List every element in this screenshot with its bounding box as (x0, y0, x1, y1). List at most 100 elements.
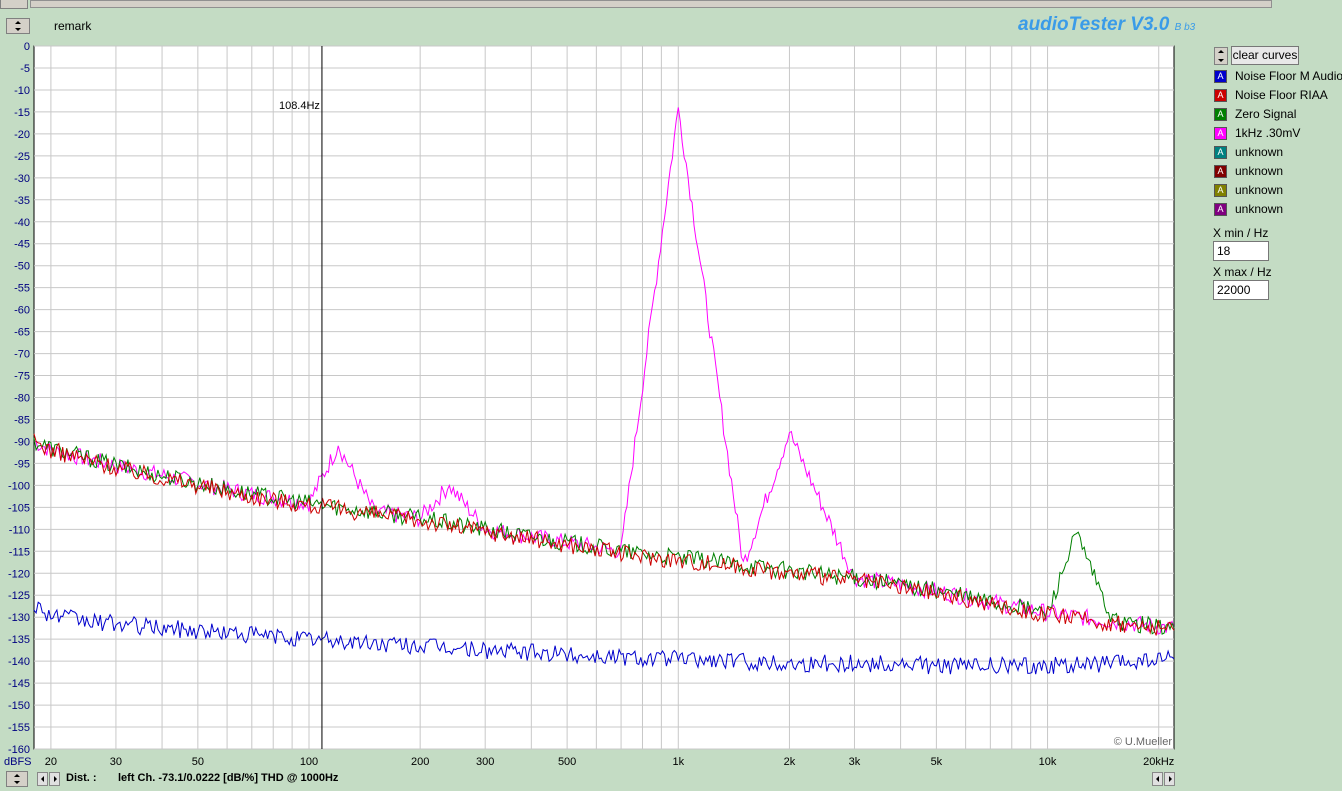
arrow-left-icon (41, 776, 44, 782)
y-tick-label: -155 (8, 722, 30, 734)
legend-swatch-icon[interactable]: A (1214, 108, 1227, 121)
clear-curves-button[interactable]: clear curves (1231, 46, 1299, 65)
y-tick-label: -125 (8, 590, 30, 602)
status-bar: Dist. : left Ch. -73.1/0.0222 [dB/%] THD… (0, 769, 1342, 791)
x-axis: 20 30 50 100 200 300 500 1k 2k 3k 5k 10k 20kHz (45, 756, 1175, 768)
x-tick-label: 20kHz (1143, 756, 1174, 768)
cursor-left-button[interactable] (1152, 772, 1163, 786)
legend-label: Noise Floor RIAA (1235, 88, 1328, 102)
y-tick-label: -55 (14, 283, 30, 295)
y-tick-label: -10 (14, 85, 30, 97)
dist-label: Dist. : (66, 772, 97, 784)
y-tick-label: -70 (14, 349, 30, 361)
curves-spinner[interactable] (1214, 47, 1228, 65)
legend-swatch-icon[interactable]: A (1214, 146, 1227, 159)
brand-title-text: audioTester V3.0 (1018, 14, 1170, 35)
x-tick-label: 100 (300, 756, 318, 768)
legend-label: unknown (1235, 164, 1284, 178)
status-spinner[interactable] (6, 771, 28, 787)
x-tick-label: 5k (931, 756, 943, 768)
x-tick-label: 3k (849, 756, 861, 768)
curves (33, 107, 1175, 675)
y-tick-label: -160 (8, 744, 30, 756)
y-tick-label: -65 (14, 327, 30, 339)
y-tick-label: -45 (14, 239, 30, 251)
y-tick-label: -20 (14, 129, 30, 141)
x-tick-label: 500 (558, 756, 576, 768)
legend-swatch-icon[interactable]: A (1214, 89, 1227, 102)
next-button[interactable] (49, 772, 60, 786)
brand-subtitle: B b3 (1174, 22, 1196, 33)
grid-lines (34, 45, 1174, 750)
prev-button[interactable] (37, 772, 48, 786)
y-tick-label: -60 (14, 305, 30, 317)
y-axis: 0 -5 -10 -15 -20 -25 -30 -35 -40 -45 -50 -55 -60 -65 -… (8, 41, 30, 756)
arrow-right-icon (54, 776, 57, 782)
xmin-label: X min / Hz (1213, 226, 1269, 240)
x-tick-label: 2k (784, 756, 796, 768)
x-tick-label: 10k (1039, 756, 1057, 768)
spin-down-icon[interactable] (14, 781, 20, 784)
legend-label: Noise Floor M Audio (1235, 69, 1342, 83)
series-line (33, 437, 1175, 635)
y-tick-label: -15 (14, 107, 30, 119)
y-tick-label: -5 (20, 63, 30, 75)
x-tick-label: 50 (192, 756, 204, 768)
y-tick-label: -80 (14, 393, 30, 405)
cursor-label: 108.4Hz (279, 100, 320, 112)
y-tick-label: -145 (8, 678, 30, 690)
status-text: left Ch. -73.1/0.0222 [dB/%] THD @ 1000H… (118, 772, 339, 784)
y-tick-label: -50 (14, 261, 30, 273)
spin-up-icon[interactable] (1218, 50, 1224, 53)
legend-swatch-icon[interactable]: A (1214, 70, 1227, 83)
y-tick-label: -100 (8, 480, 30, 492)
spin-up-icon[interactable] (14, 774, 20, 777)
top-scroll-track[interactable] (30, 0, 1272, 8)
spin-down-icon[interactable] (15, 28, 21, 31)
y-tick-label: -140 (8, 656, 30, 668)
remark-spinner[interactable] (6, 18, 30, 34)
legend-swatch-icon[interactable]: A (1214, 184, 1227, 197)
arrow-left-icon (1156, 776, 1159, 782)
xmax-input[interactable]: 22000 (1213, 280, 1269, 300)
xmin-input[interactable]: 18 (1213, 241, 1269, 261)
y-tick-label: -150 (8, 700, 30, 712)
series-line (33, 433, 1175, 636)
y-tick-label: -90 (14, 436, 30, 448)
top-scrollbar[interactable] (0, 0, 1342, 10)
brand-title: audioTester V3.0 B b3 (1018, 14, 1195, 36)
x-tick-label: 300 (476, 756, 494, 768)
legend-label: unknown (1235, 202, 1284, 216)
y-tick-label: 0 (24, 41, 30, 53)
legend-label: Zero Signal (1235, 107, 1297, 121)
top-scroll-button[interactable] (0, 0, 28, 9)
legend-label: 1kHz .30mV (1235, 126, 1301, 140)
y-tick-label: -30 (14, 173, 30, 185)
legend-label: unknown (1235, 145, 1284, 159)
cursor-right-button[interactable] (1164, 772, 1175, 786)
y-tick-label: -105 (8, 502, 30, 514)
y-tick-label: -110 (9, 524, 30, 536)
y-tick-label: -85 (14, 414, 30, 426)
xmax-label: X max / Hz (1213, 265, 1272, 279)
y-tick-label: -25 (14, 151, 30, 163)
y-tick-label: -115 (9, 546, 30, 558)
y-tick-label: -95 (14, 458, 30, 470)
y-axis-unit: dBFS (4, 756, 32, 768)
x-tick-label: 200 (411, 756, 429, 768)
y-tick-label: -120 (8, 568, 30, 580)
copyright-text: © U.Mueller (1114, 736, 1173, 748)
legend-swatch-icon[interactable]: A (1214, 127, 1227, 140)
y-tick-label: -35 (14, 195, 30, 207)
x-tick-label: 1k (672, 756, 684, 768)
y-tick-label: -75 (14, 371, 30, 383)
spin-down-icon[interactable] (1218, 59, 1224, 62)
series-line (33, 601, 1175, 675)
legend-label: unknown (1235, 183, 1284, 197)
spin-up-icon[interactable] (15, 21, 21, 24)
y-tick-label: -40 (14, 217, 30, 229)
legend-swatch-icon[interactable]: A (1214, 203, 1227, 216)
legend-swatch-icon[interactable]: A (1214, 165, 1227, 178)
frequency-cursor[interactable]: 108.4Hz (279, 46, 323, 749)
